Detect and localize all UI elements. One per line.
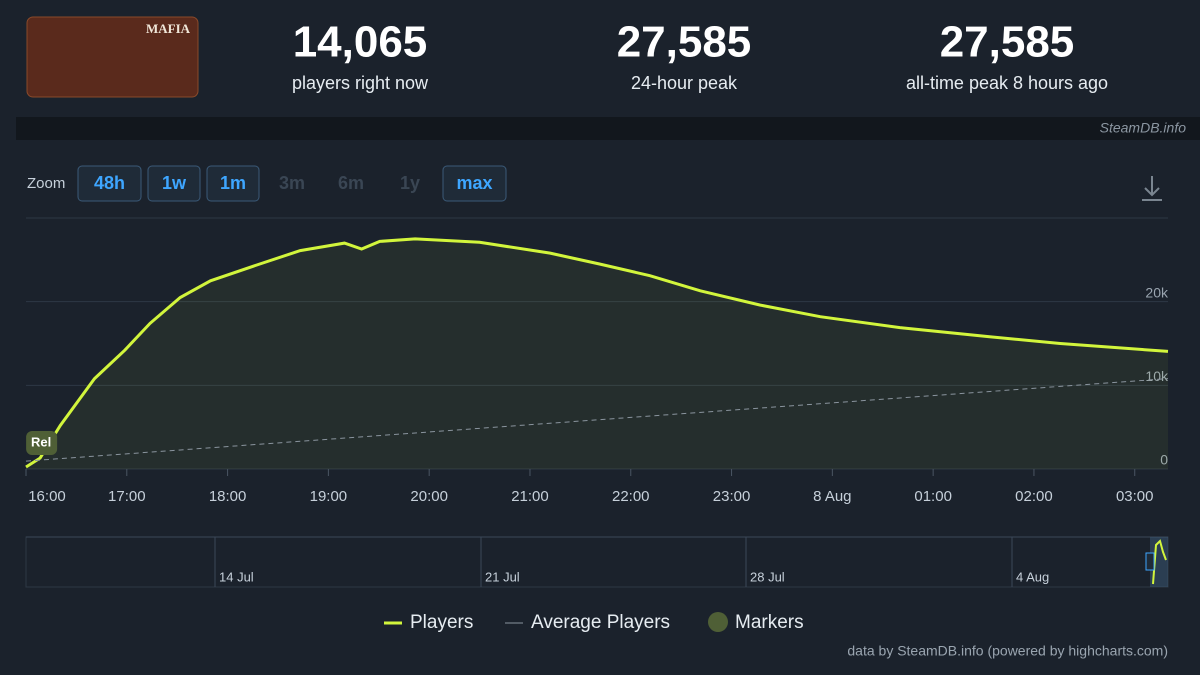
- x-tick-label: 19:00: [310, 488, 348, 505]
- zoom-button-label[interactable]: 48h: [94, 173, 125, 193]
- zoom-button-label: 6m: [338, 173, 364, 193]
- game-logo: MAFIA: [146, 21, 191, 36]
- x-tick-label: 17:00: [108, 488, 146, 505]
- x-tick-label: 01:00: [914, 488, 952, 505]
- x-tick-label: 8 Aug: [813, 488, 851, 505]
- legend-symbol: [708, 612, 728, 632]
- series-line: [25, 378, 1169, 462]
- zoom-button[interactable]: [77, 165, 142, 202]
- x-tick-label: 03:00: [1116, 488, 1154, 505]
- navigator-label: 14 Jul: [219, 569, 254, 584]
- game-image[interactable]: [27, 17, 198, 97]
- marker-label: Rel: [31, 434, 51, 449]
- navigator-label: 21 Jul: [485, 569, 520, 584]
- stat-label: 24-hour peak: [631, 73, 738, 93]
- stat-value: 14,065: [293, 18, 428, 67]
- navigator-series: [1152, 539, 1167, 585]
- marker[interactable]: [26, 431, 58, 455]
- area: [26, 238, 1168, 469]
- x-tick-label: 18:00: [209, 488, 247, 505]
- stat-label: players right now: [292, 73, 429, 93]
- legend-label[interactable]: Players: [410, 612, 473, 633]
- icon-stroke: [1144, 187, 1160, 197]
- stat-value: 27,585: [617, 18, 752, 67]
- y-tick-label: 0: [1160, 452, 1168, 468]
- x-tick-label: 21:00: [511, 488, 549, 505]
- zoom-button-label[interactable]: 1m: [220, 173, 246, 193]
- navigator-handle[interactable]: [1145, 552, 1155, 571]
- zoom-button[interactable]: [206, 165, 260, 202]
- x-tick-label: 23:00: [713, 488, 751, 505]
- navigator-label: 4 Aug: [1016, 569, 1049, 584]
- x-tick-label: 16:00: [28, 488, 66, 505]
- zoom-button-label[interactable]: 1w: [162, 173, 187, 193]
- x-tick-label: 20:00: [410, 488, 448, 505]
- navigator-label: 28 Jul: [750, 569, 785, 584]
- zoom-button-label: 1y: [400, 173, 420, 193]
- stat-value: 27,585: [940, 18, 1075, 67]
- x-tick-label: 22:00: [612, 488, 650, 505]
- source: SteamDB.info: [1100, 120, 1187, 136]
- legend-label[interactable]: Markers: [735, 612, 804, 633]
- credit: data by SteamDB.info (powered by highcha…: [847, 643, 1168, 659]
- x-tick-label: 02:00: [1015, 488, 1053, 505]
- legend-label[interactable]: Average Players: [531, 612, 670, 633]
- y-tick-label: 20k: [1145, 284, 1169, 300]
- stat-label: all-time peak 8 hours ago: [906, 73, 1108, 93]
- game-image-border: [26, 16, 199, 98]
- zoom-label: Zoom: [27, 175, 65, 192]
- zoom-button[interactable]: [442, 165, 507, 202]
- download-icon[interactable]: [1142, 176, 1162, 201]
- zoom-button-label: 3m: [279, 173, 305, 193]
- zoom-button-label[interactable]: max: [456, 173, 492, 193]
- zoom-button[interactable]: [147, 165, 201, 202]
- source-strip: [16, 117, 1200, 140]
- series-line: [25, 237, 1169, 469]
